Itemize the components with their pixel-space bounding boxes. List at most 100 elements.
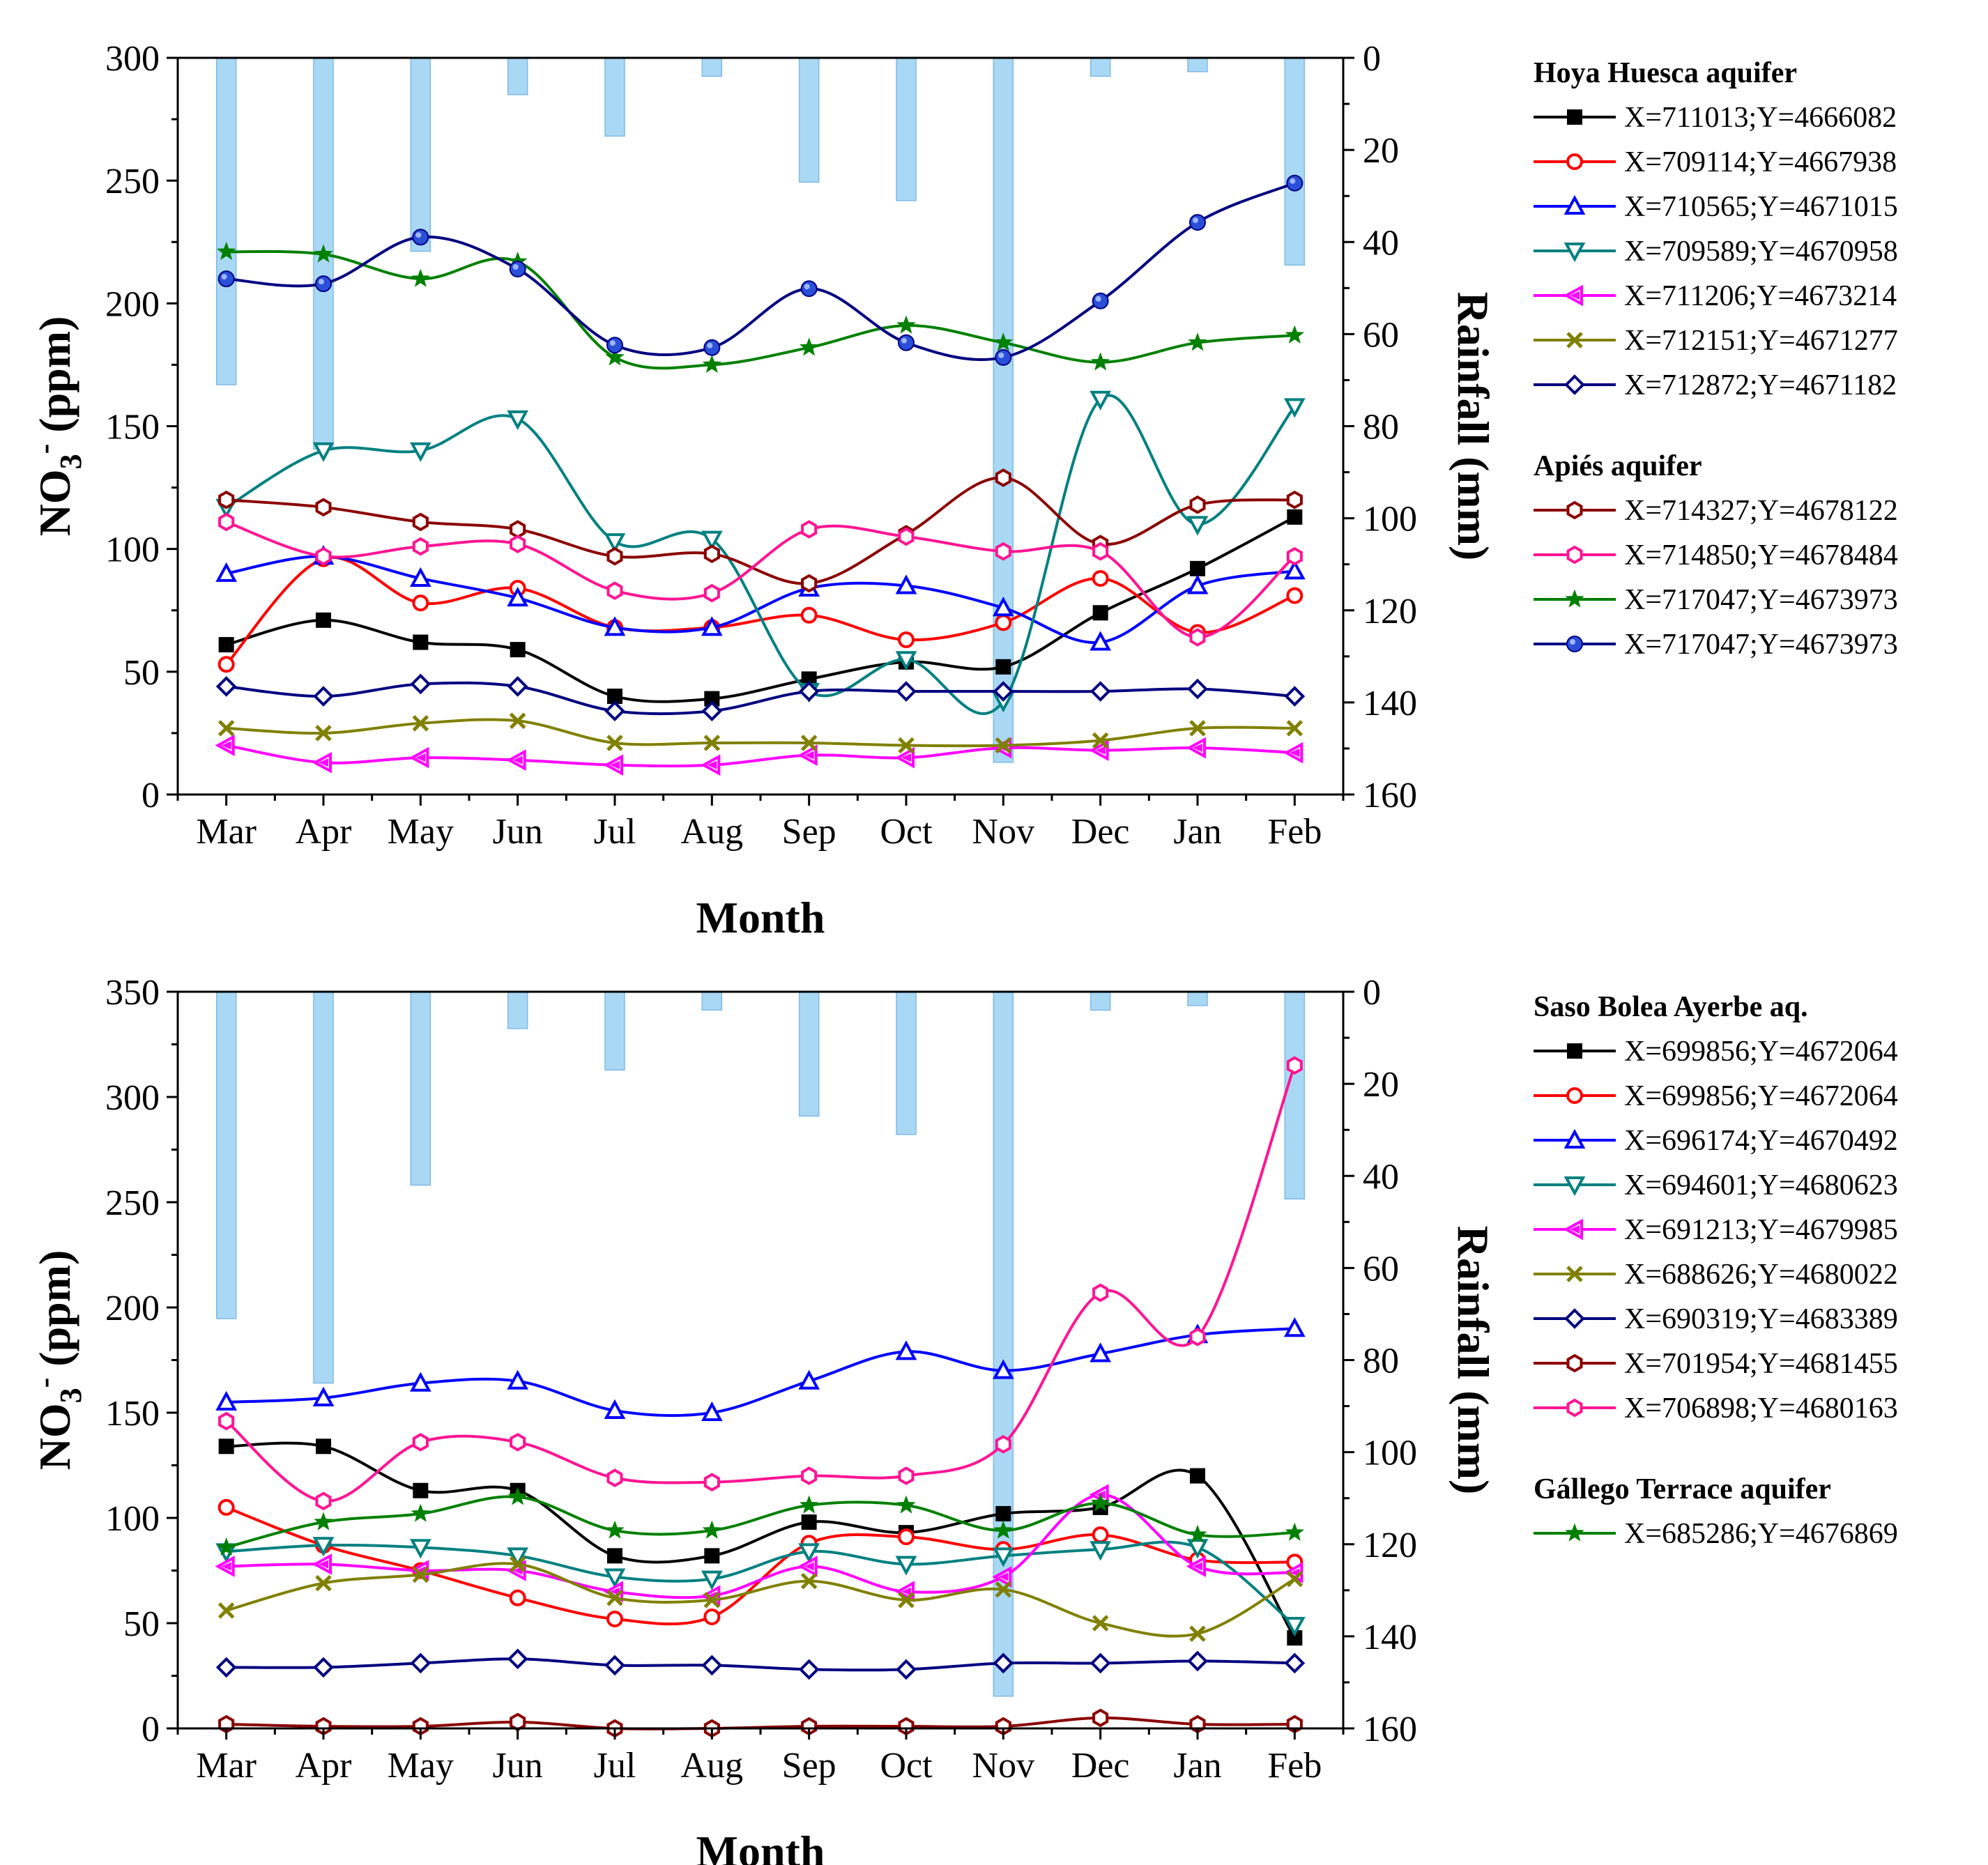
legend-label: X=709114;Y=4667938: [1624, 146, 1897, 178]
data-point-dec: [1092, 1526, 1109, 1544]
legend-marker: [1566, 332, 1583, 348]
data-point-mar: [218, 1438, 234, 1455]
data-point-jul: [606, 1610, 623, 1627]
series-line: [226, 1495, 1295, 1549]
data-point-dec: [1089, 631, 1112, 651]
data-point-sep: [801, 520, 818, 539]
data-point-jun: [509, 261, 526, 278]
data-point-mar: [215, 1657, 237, 1678]
rainfall-bar-nov: [993, 57, 1014, 763]
data-point-dec: [1089, 1652, 1111, 1674]
data-point-aug: [702, 1520, 722, 1539]
legend-item: X=699856;Y=4672064: [1534, 1036, 1898, 1068]
data-point-feb: [1286, 1056, 1303, 1075]
data-point-nov: [993, 681, 1014, 702]
x-tick-label-nov: Nov: [972, 1746, 1035, 1786]
x-tick-label-may: May: [388, 812, 454, 852]
data-point-apr: [316, 612, 331, 628]
data-point-jan: [1186, 1539, 1209, 1559]
legend-label: X=685286;Y=4676869: [1624, 1518, 1898, 1550]
x-axis-title: Month: [696, 1827, 825, 1865]
rainfall-bar-aug: [701, 991, 723, 1011]
y-tick-label: 300: [105, 39, 160, 79]
series-line: [226, 718, 1295, 748]
data-point-feb: [1286, 546, 1303, 566]
data-point-feb: [1286, 720, 1303, 737]
y2-tick-label: 60: [1363, 1249, 1399, 1289]
data-point-nov: [995, 1581, 1012, 1598]
series-line: [226, 555, 1295, 645]
data-point-feb: [1285, 325, 1305, 344]
data-point-apr: [315, 1574, 332, 1592]
series-line: [226, 250, 1295, 370]
data-point-sep: [801, 1466, 818, 1485]
legend-item: X=696174;Y=4670492: [1534, 1125, 1898, 1157]
data-point-dec: [1092, 732, 1109, 749]
series-0-1: [217, 550, 1303, 673]
rainfall-bars: [215, 57, 1306, 763]
data-point-nov: [992, 1566, 1012, 1588]
data-point-oct: [898, 527, 915, 546]
data-point-apr: [312, 1386, 335, 1406]
data-point-jul: [604, 616, 626, 636]
y-axis-title: NO3- (ppm): [27, 1250, 88, 1471]
data-point-dec: [1089, 390, 1112, 410]
series-0-6: [215, 1648, 1306, 1680]
rainfall-bar-may: [410, 991, 431, 1186]
data-point-aug: [701, 1570, 723, 1590]
data-point-aug: [702, 354, 722, 374]
legend-item: X=706898;Y=4680163: [1534, 1392, 1898, 1425]
y2-tick-label: 100: [1363, 500, 1417, 539]
data-point-oct: [898, 334, 915, 351]
data-point-mar: [218, 637, 234, 653]
legend-group-title: Gállego Terrace aquifer: [1534, 1473, 1831, 1505]
data-point-apr: [313, 686, 334, 707]
rainfall-bar-oct: [896, 991, 917, 1135]
data-point-dec: [1089, 1342, 1112, 1363]
legend-marker: [1563, 1218, 1583, 1241]
rainfall-bar-may: [410, 57, 431, 252]
y-tick-label: 350: [105, 973, 160, 1013]
legend-label: X=714850;Y=4678484: [1624, 539, 1898, 571]
x-axis-title: Month: [696, 893, 825, 942]
data-point-apr: [315, 725, 332, 742]
data-point-sep: [797, 1556, 818, 1577]
rainfall-bar-dec: [1089, 57, 1111, 77]
data-point-nov: [995, 542, 1011, 561]
x-tick-label-jan: Jan: [1173, 1746, 1221, 1786]
x-tick-label-sep: Sep: [782, 1746, 836, 1786]
rainfall-bar-jan: [1187, 57, 1208, 72]
series-line: [225, 1065, 1297, 1503]
data-point-may: [411, 1503, 431, 1522]
legend-marker: [1566, 636, 1583, 652]
legend-marker: [1567, 109, 1582, 125]
x-tick-label-oct: Oct: [880, 1746, 933, 1786]
data-point-apr: [314, 1512, 333, 1530]
data-point-jul: [604, 1399, 626, 1419]
data-point-nov: [995, 348, 1012, 366]
plot-frame: [176, 56, 1345, 796]
data-point-jun: [507, 676, 528, 697]
legend-marker: [1566, 1398, 1583, 1418]
series-1-2: [216, 241, 1305, 374]
x-tick-label-apr: Apr: [296, 1746, 352, 1786]
x-tick-label-jan: Jan: [1173, 812, 1221, 852]
data-point-oct: [896, 1659, 917, 1680]
series-line: [226, 681, 1295, 716]
data-point-sep: [798, 1543, 820, 1563]
legend-item: X=710565;Y=4671015: [1534, 191, 1898, 223]
data-point-may: [412, 1566, 429, 1583]
top-chart-panel: 0 50 100 150 200 250 300 0 20 40 60 80 100 120 140 160 M…: [27, 39, 1898, 942]
data-point-jun: [510, 1432, 526, 1452]
axes: 0 50 100 150 200 250 300 0 20 40 60 80 100 120 140 160 M…: [27, 39, 1498, 942]
data-point-oct: [898, 631, 915, 649]
rainfall-bar-jun: [507, 991, 528, 1029]
data-point-apr: [315, 275, 332, 293]
series-1-3: [217, 174, 1303, 366]
legend-item: X=699856;Y=4672064: [1534, 1080, 1898, 1112]
data-point-jan: [1190, 1468, 1205, 1484]
y-title-subscript: 3: [54, 454, 88, 469]
y2-tick-label: 100: [1363, 1434, 1417, 1473]
data-point-oct: [896, 315, 916, 334]
y-tick-label: 0: [142, 1710, 160, 1749]
